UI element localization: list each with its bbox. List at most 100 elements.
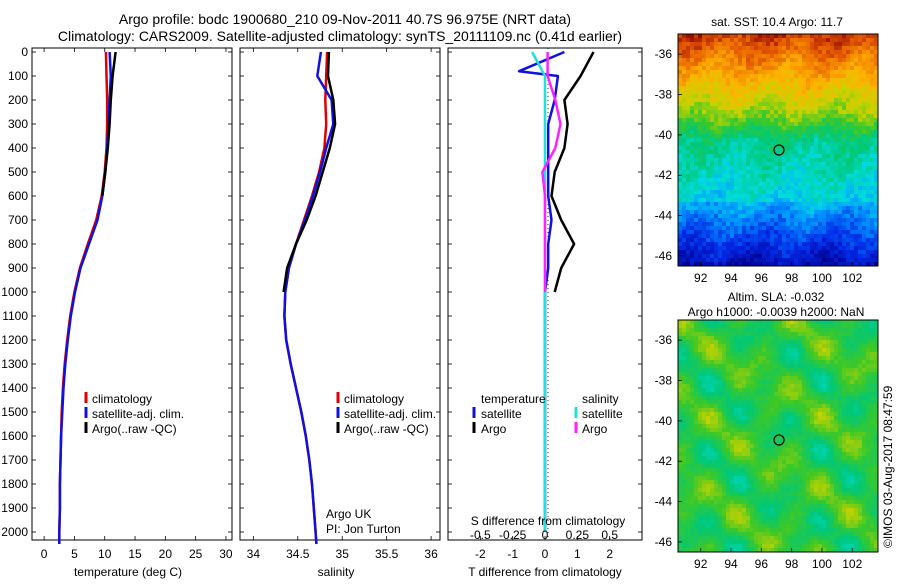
sst-cell — [678, 246, 682, 250]
sla-cell — [750, 344, 754, 348]
sst-cell — [814, 106, 818, 110]
sst-cell — [690, 238, 694, 242]
sst-cell — [762, 254, 766, 258]
sst-cell — [758, 222, 762, 226]
sst-cell — [686, 206, 690, 210]
sst-cell — [870, 242, 874, 246]
sst-cell — [834, 106, 838, 110]
sst-cell — [730, 98, 734, 102]
sla-cell — [750, 340, 754, 344]
sst-cell — [722, 210, 726, 214]
sst-cell — [714, 134, 718, 138]
sst-cell — [826, 234, 830, 238]
sst-cell — [794, 54, 798, 58]
sla-cell — [814, 408, 818, 412]
sst-cell — [862, 178, 866, 182]
sst-cell — [838, 114, 842, 118]
sst-cell — [762, 174, 766, 178]
sla-cell — [730, 344, 734, 348]
sst-cell — [718, 238, 722, 242]
sst-cell — [834, 190, 838, 194]
sst-cell — [690, 194, 694, 198]
sst-cell — [774, 62, 778, 66]
sst-cell — [762, 62, 766, 66]
sla-cell — [810, 412, 814, 416]
sst-cell — [806, 146, 810, 150]
sst-cell — [842, 114, 846, 118]
sst-cell — [838, 118, 842, 122]
sla-cell — [818, 440, 822, 444]
sla-cell — [682, 400, 686, 404]
sla-cell — [694, 344, 698, 348]
sst-cell — [770, 70, 774, 74]
sst-cell — [798, 118, 802, 122]
sst-cell — [830, 214, 834, 218]
sst-cell — [774, 66, 778, 70]
sla-cell — [694, 456, 698, 460]
sst-cell — [798, 106, 802, 110]
sla-cell — [866, 460, 870, 464]
sla-cell — [830, 328, 834, 332]
sst-cell — [746, 254, 750, 258]
sst-cell — [810, 42, 814, 46]
sst-cell — [818, 202, 822, 206]
sst-cell — [678, 158, 682, 162]
sst-cell — [782, 194, 786, 198]
sst-cell — [778, 234, 782, 238]
sst-cell — [826, 214, 830, 218]
sst-cell — [766, 134, 770, 138]
sla-cell — [858, 440, 862, 444]
sst-cell — [726, 90, 730, 94]
sla-cell — [678, 416, 682, 420]
sst-cell — [726, 86, 730, 90]
sst-cell — [758, 34, 762, 38]
sst-cell — [750, 182, 754, 186]
sst-cell — [870, 258, 874, 262]
sla-cell — [686, 320, 690, 324]
sst-cell — [682, 186, 686, 190]
sst-cell — [866, 162, 870, 166]
sst-cell — [870, 182, 874, 186]
sst-cell — [690, 126, 694, 130]
sst-cell — [714, 34, 718, 38]
sst-cell — [810, 82, 814, 86]
sla-cell — [734, 328, 738, 332]
sst-cell — [766, 230, 770, 234]
s-difference-tick-label: -0.5 — [470, 528, 491, 542]
sst-cell — [734, 66, 738, 70]
sst-cell — [722, 94, 726, 98]
sst-cell — [810, 166, 814, 170]
sla-cell — [682, 408, 686, 412]
sst-cell — [786, 90, 790, 94]
sla-cell — [850, 348, 854, 352]
sst-cell — [750, 34, 754, 38]
sst-cell — [846, 206, 850, 210]
sst-cell — [702, 154, 706, 158]
sst-cell — [698, 226, 702, 230]
sst-cell — [682, 118, 686, 122]
sla-cell — [686, 452, 690, 456]
sla-cell — [754, 408, 758, 412]
sst-cell — [838, 250, 842, 254]
sla-cell — [842, 456, 846, 460]
sla-cell — [806, 352, 810, 356]
sla-cell — [798, 448, 802, 452]
sla-cell — [786, 448, 790, 452]
sst-cell — [706, 226, 710, 230]
sst-cell — [706, 178, 710, 182]
sla-cell — [766, 396, 770, 400]
sla-cell — [866, 400, 870, 404]
sla-cell — [726, 340, 730, 344]
sst-cell — [714, 206, 718, 210]
sst-cell — [758, 218, 762, 222]
sla-cell — [694, 428, 698, 432]
sla-cell — [822, 372, 826, 376]
sst-cell — [730, 202, 734, 206]
sst-cell — [830, 106, 834, 110]
sst-cell — [718, 186, 722, 190]
sst-cell — [750, 102, 754, 106]
sla-cell — [726, 356, 730, 360]
sst-cell — [846, 106, 850, 110]
sst-cell — [834, 34, 838, 38]
sst-cell — [710, 126, 714, 130]
